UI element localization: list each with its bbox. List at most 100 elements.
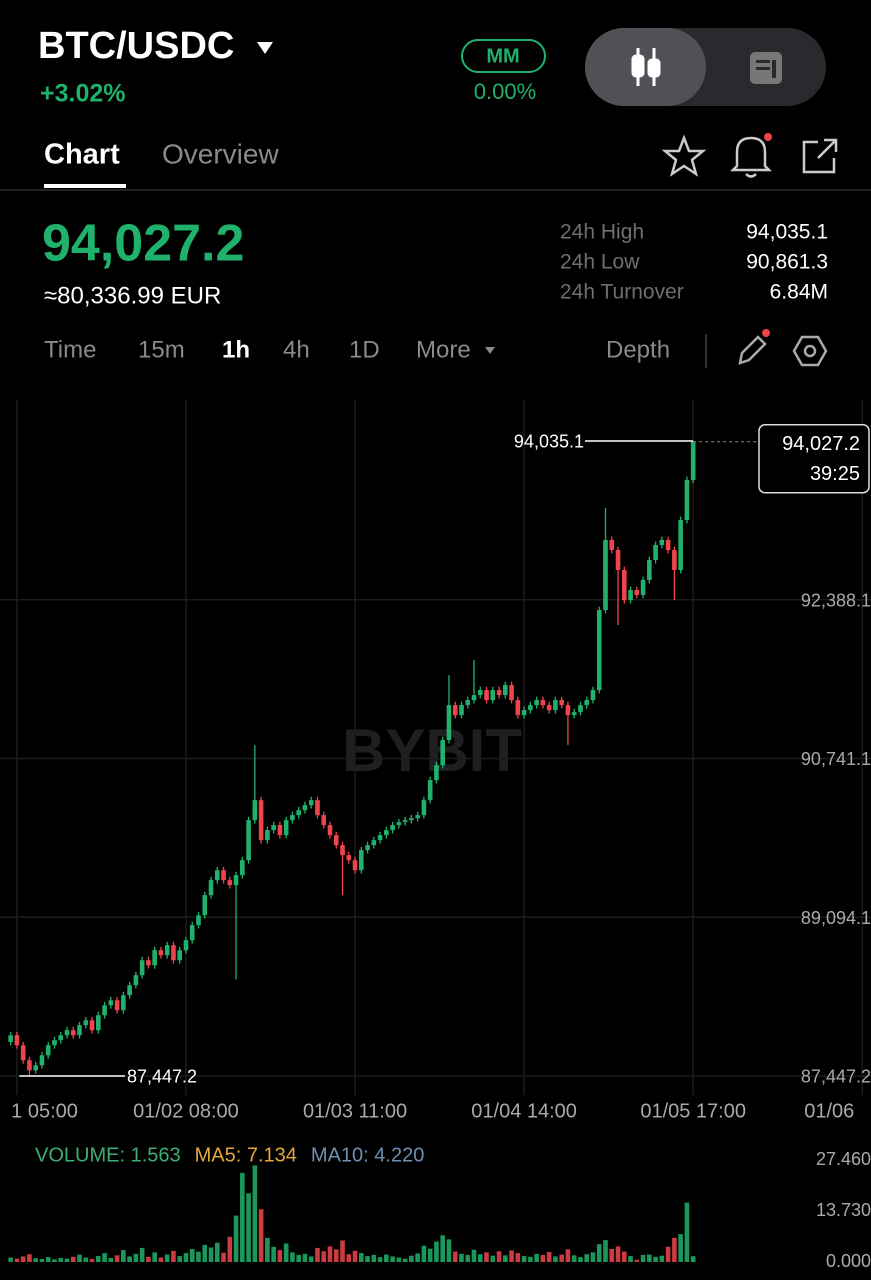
volume-bar bbox=[672, 1237, 677, 1262]
candle-body bbox=[409, 818, 414, 821]
share-icon[interactable] bbox=[802, 138, 838, 174]
timeframe[interactable]: 1h bbox=[222, 336, 250, 363]
volume-bar bbox=[634, 1259, 640, 1262]
candle-body bbox=[446, 705, 452, 741]
timeframe[interactable]: 4h bbox=[283, 336, 310, 363]
candle-body bbox=[490, 690, 496, 701]
volume-bar bbox=[459, 1253, 464, 1262]
timeframe[interactable]: 15m bbox=[138, 336, 185, 363]
volume-bar bbox=[509, 1250, 514, 1262]
candle-body bbox=[471, 695, 477, 701]
candle-body bbox=[434, 765, 439, 781]
volume-bar bbox=[196, 1251, 201, 1262]
volume-bar bbox=[45, 1257, 51, 1262]
stat-value: 6.84M bbox=[770, 281, 828, 304]
timeframe[interactable]: Time bbox=[44, 336, 96, 363]
timeframe[interactable]: 1D bbox=[349, 336, 380, 363]
settings-icon[interactable] bbox=[792, 335, 828, 367]
converted-price: ≈80,336.99 EUR bbox=[44, 282, 221, 309]
mm-label: MM bbox=[486, 45, 519, 67]
volume-bar bbox=[521, 1256, 527, 1262]
candle-body bbox=[340, 845, 345, 856]
last-price-box bbox=[758, 423, 870, 494]
stat-label: 24h High bbox=[560, 221, 644, 244]
volume-bar bbox=[308, 1256, 314, 1262]
candle-body bbox=[196, 915, 201, 926]
candle-body bbox=[171, 945, 176, 961]
candle-body bbox=[271, 825, 276, 831]
volume-bar bbox=[565, 1249, 571, 1262]
candle-icon bbox=[631, 48, 661, 86]
candle-view[interactable] bbox=[585, 28, 706, 106]
volume-bar bbox=[659, 1255, 665, 1262]
candle-body bbox=[189, 925, 195, 941]
volume-bar bbox=[290, 1252, 295, 1262]
candle-body bbox=[540, 700, 546, 706]
volume-bar bbox=[678, 1234, 683, 1262]
volume-bar bbox=[214, 1242, 220, 1262]
pair[interactable]: BTC/USDC bbox=[38, 25, 234, 67]
volume-bar bbox=[434, 1241, 439, 1262]
candle-body bbox=[277, 825, 283, 836]
volume-bar bbox=[640, 1254, 646, 1262]
candle-body bbox=[290, 815, 295, 821]
candle-body bbox=[158, 950, 164, 956]
candle-body bbox=[164, 945, 170, 956]
candle-body bbox=[396, 822, 402, 826]
volume-bar bbox=[465, 1254, 471, 1262]
alert-icon[interactable] bbox=[729, 136, 773, 178]
volume-bar bbox=[20, 1256, 26, 1262]
volume-bar bbox=[571, 1255, 577, 1262]
candle-body bbox=[571, 712, 577, 716]
candle-body bbox=[233, 875, 239, 886]
candle-body bbox=[321, 815, 327, 826]
volume-bar bbox=[409, 1255, 414, 1262]
candle-body bbox=[20, 1045, 26, 1061]
candle-body bbox=[647, 560, 652, 580]
draw-dot bbox=[762, 329, 770, 337]
volume-bar bbox=[628, 1256, 633, 1262]
volume-bar bbox=[121, 1250, 126, 1262]
volume-bar bbox=[271, 1246, 276, 1262]
book-view[interactable] bbox=[750, 52, 782, 84]
volume-bar bbox=[615, 1246, 621, 1262]
volume-bar bbox=[64, 1258, 70, 1262]
depth[interactable]: Depth bbox=[606, 336, 670, 363]
volume-bar bbox=[152, 1252, 157, 1262]
favorite-icon[interactable] bbox=[661, 134, 707, 177]
candle-body bbox=[133, 975, 139, 986]
volume-legend: MA5: 7.134 bbox=[195, 1144, 297, 1166]
candle-body bbox=[509, 685, 514, 701]
candle-body bbox=[77, 1025, 82, 1036]
volume-bar bbox=[208, 1247, 214, 1262]
candle-body bbox=[371, 840, 377, 846]
volume-bar bbox=[333, 1249, 339, 1262]
candle-body bbox=[584, 700, 590, 706]
candle-body bbox=[559, 700, 564, 706]
pair-dropdown[interactable] bbox=[257, 42, 273, 54]
candle-body bbox=[121, 995, 126, 1011]
volume-bar bbox=[590, 1252, 596, 1262]
candle-body bbox=[590, 690, 596, 701]
candle-body bbox=[346, 855, 352, 861]
volume-bar bbox=[515, 1253, 521, 1262]
volume-bar bbox=[496, 1251, 502, 1262]
draw-icon[interactable] bbox=[738, 335, 767, 365]
volume-bar bbox=[384, 1254, 389, 1262]
volume-bar bbox=[653, 1256, 658, 1262]
candle-body bbox=[615, 549, 621, 571]
candle-body bbox=[108, 1000, 114, 1006]
watermark: BYBIT bbox=[342, 717, 522, 784]
x-tick-label: 01/06 bbox=[804, 1100, 854, 1122]
timeframe[interactable]: More bbox=[416, 336, 471, 363]
volume-bar bbox=[553, 1256, 558, 1262]
volume-bar bbox=[27, 1254, 32, 1262]
candle-body bbox=[515, 700, 521, 716]
volume-bar bbox=[96, 1256, 101, 1262]
volume-bar bbox=[189, 1248, 195, 1262]
volume-bar bbox=[114, 1255, 120, 1262]
candle-body bbox=[640, 579, 646, 596]
candle-body bbox=[621, 570, 627, 601]
tab-overview[interactable]: Overview bbox=[162, 138, 279, 169]
tab-chart[interactable]: Chart bbox=[44, 139, 120, 171]
